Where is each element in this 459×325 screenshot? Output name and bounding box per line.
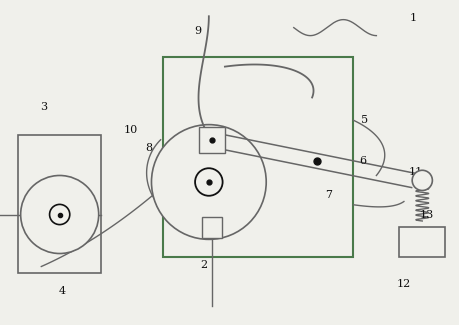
Text: 6: 6 xyxy=(359,156,366,166)
Text: 3: 3 xyxy=(40,102,47,112)
Bar xyxy=(199,127,225,153)
Bar xyxy=(399,227,445,257)
Text: 10: 10 xyxy=(123,125,138,135)
Circle shape xyxy=(21,176,99,254)
Text: 5: 5 xyxy=(361,115,369,125)
Text: 8: 8 xyxy=(146,143,153,153)
Text: 11: 11 xyxy=(408,167,423,177)
Text: 4: 4 xyxy=(58,286,66,296)
Text: 2: 2 xyxy=(201,260,208,270)
Text: 7: 7 xyxy=(325,190,332,200)
Bar xyxy=(163,57,353,257)
Circle shape xyxy=(412,170,432,190)
Bar xyxy=(202,217,222,238)
Bar xyxy=(18,135,101,273)
Circle shape xyxy=(50,204,70,225)
Circle shape xyxy=(151,124,266,240)
Text: 12: 12 xyxy=(397,280,411,289)
Text: 13: 13 xyxy=(420,210,434,219)
Circle shape xyxy=(195,168,223,196)
Text: 1: 1 xyxy=(409,13,417,23)
Text: 9: 9 xyxy=(194,26,201,36)
